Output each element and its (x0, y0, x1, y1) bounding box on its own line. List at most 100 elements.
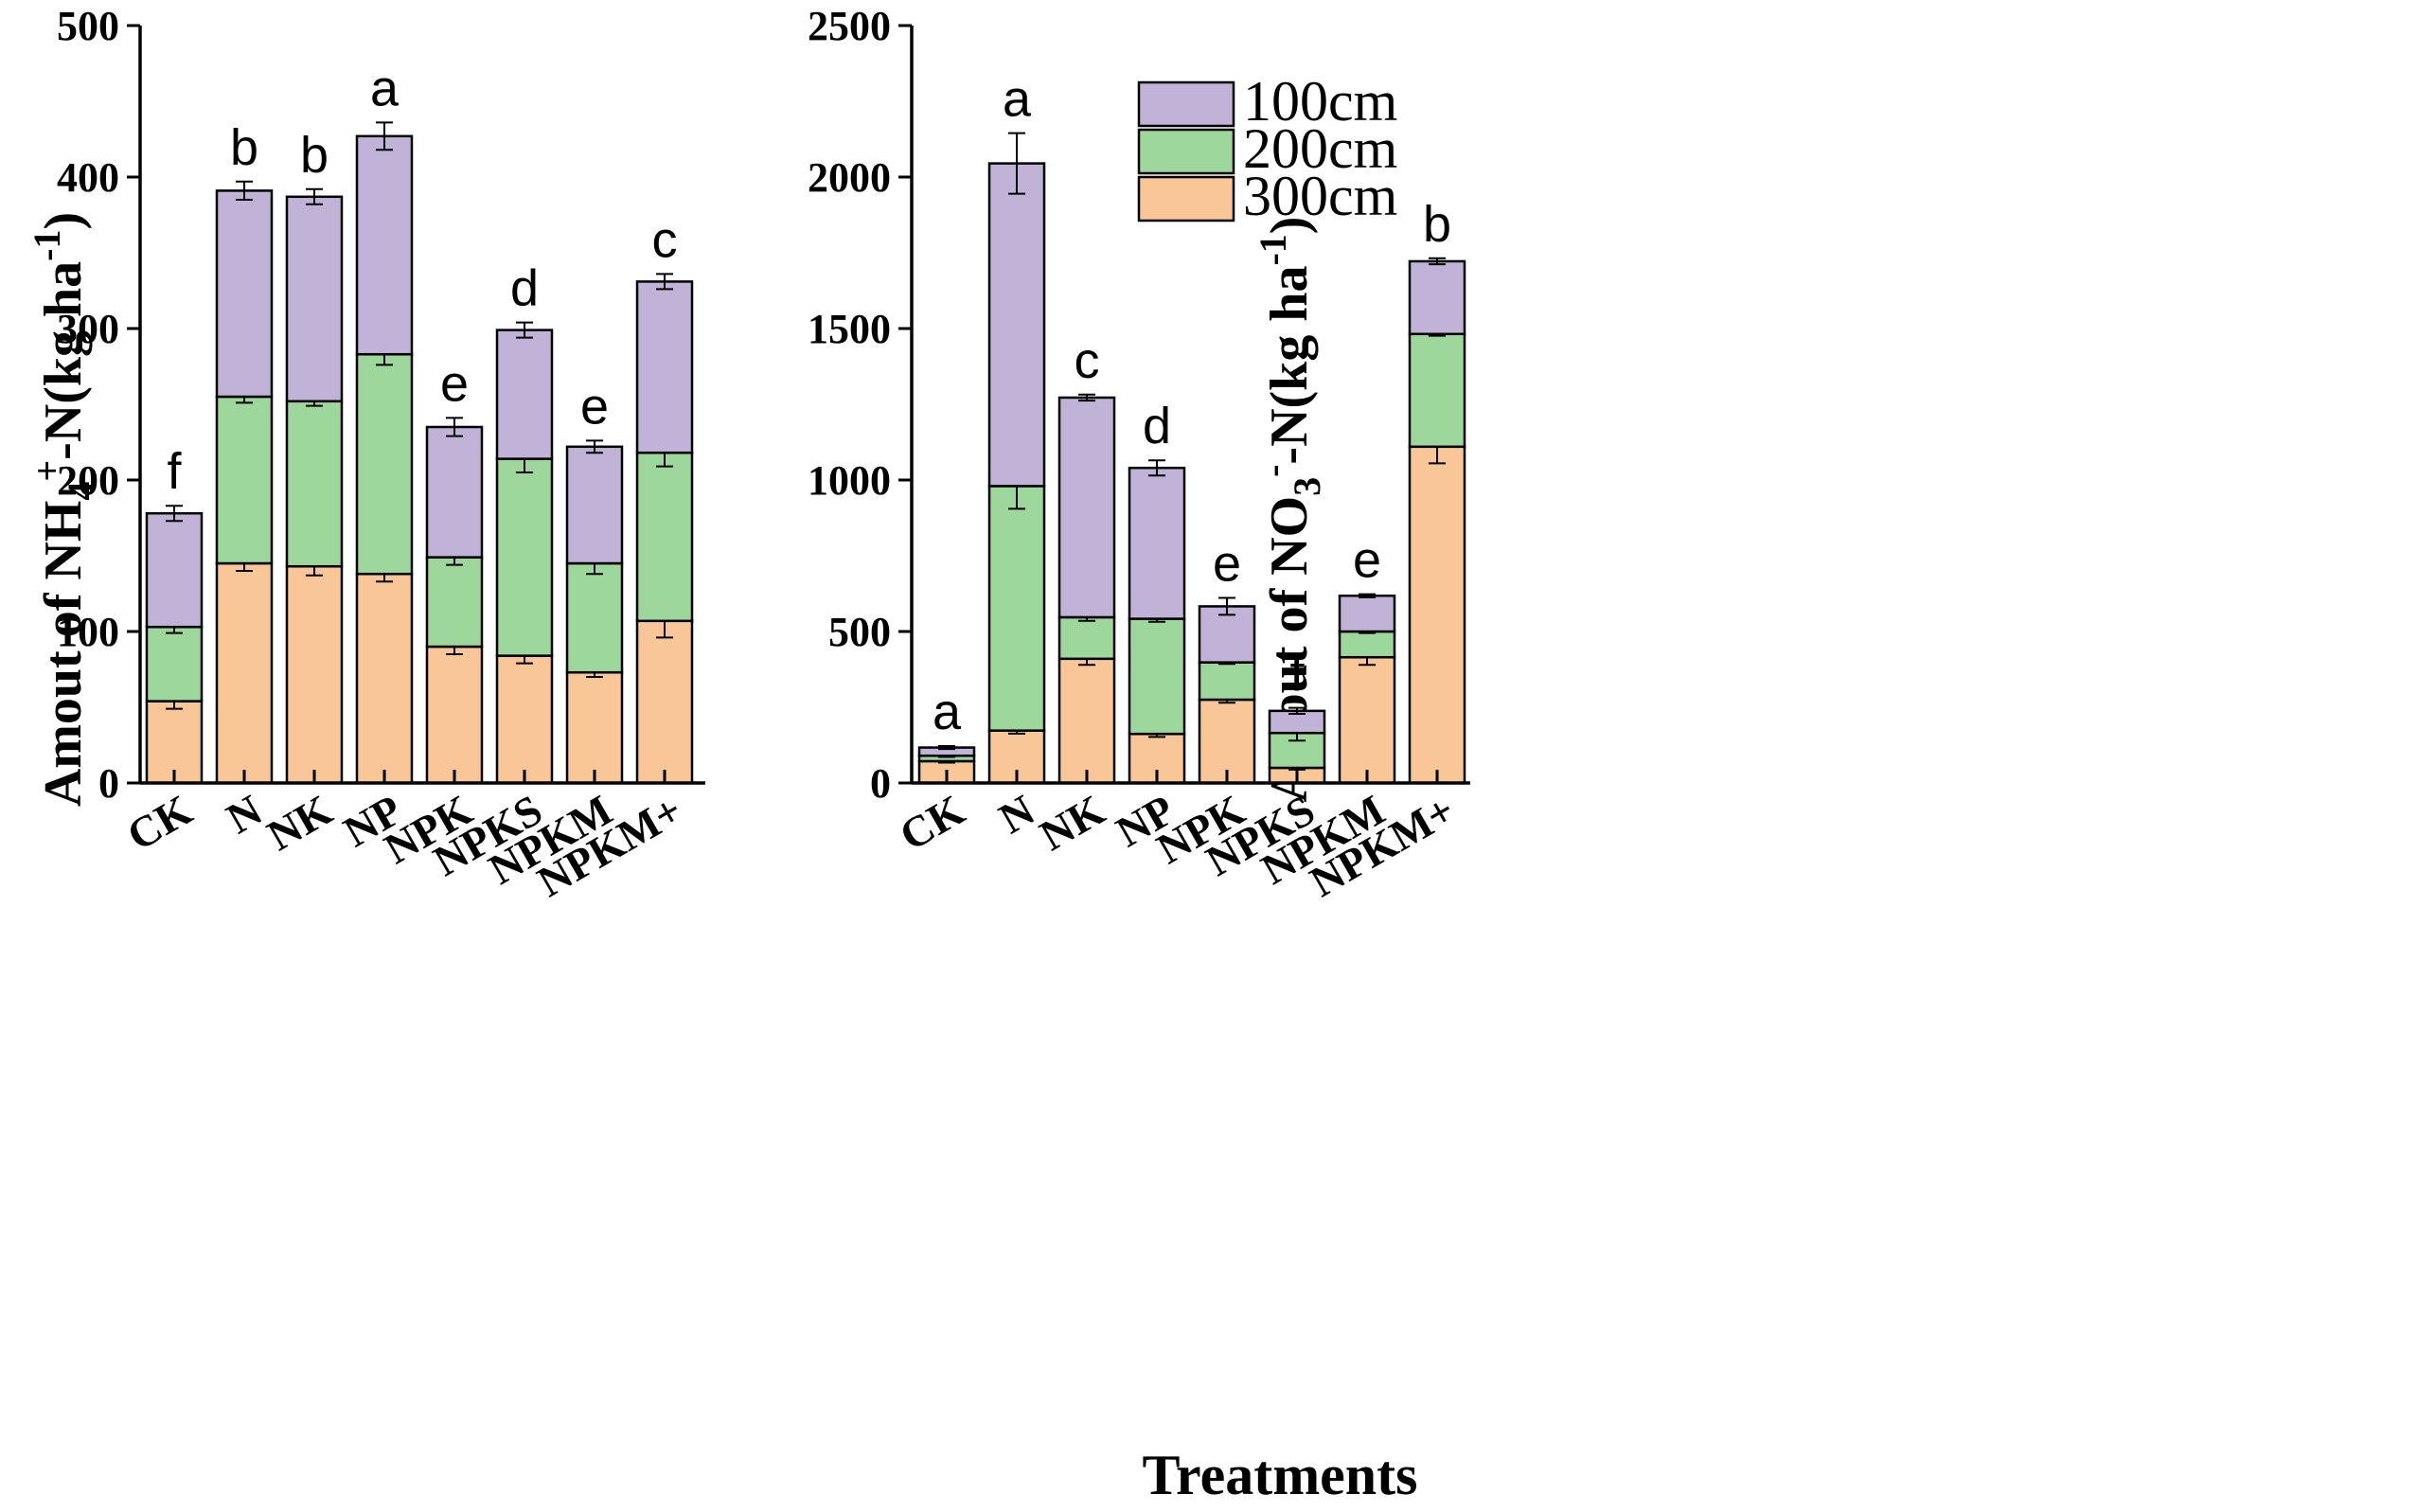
bar-segment-300cm (215, 561, 274, 785)
error-bar-100cm (166, 505, 183, 523)
bar-segment-100cm (1128, 466, 1186, 620)
x-tick-label: NK (259, 785, 340, 860)
bar-stack-ck (145, 505, 204, 785)
y-axis-label-nh4: Amout of NH4+-N(kg ha-1) (26, 212, 102, 807)
bar-stack-np (355, 121, 414, 785)
bar-segment-200cm (145, 625, 204, 703)
legend-item-300cm: 300cm (1137, 165, 1397, 227)
panel-nh4: Amout of NH4+-N(kg ha-1) 0 100 200 300 400 50… (26, 3, 705, 906)
y-tick-label: 1000 (808, 457, 891, 504)
bar-segment-200cm (1128, 617, 1186, 736)
significance-letter: d (1143, 398, 1171, 454)
error-bar-100cm (1008, 132, 1025, 195)
x-axis-label: Treatments (1142, 1444, 1417, 1506)
bars-nh4 (145, 121, 694, 785)
bar-segment-100cm (355, 134, 414, 356)
bar-segment-100cm (145, 511, 204, 629)
bar-segment-200cm (1338, 630, 1396, 659)
y-tick-label: 0 (870, 760, 891, 807)
y-tick-label: 500 (57, 3, 119, 49)
bar-segment-200cm (1198, 661, 1256, 702)
bar-segment-200cm (215, 395, 274, 565)
error-bar-100cm (1288, 706, 1306, 716)
significance-letter: b (300, 127, 329, 184)
bar-stack-n (987, 132, 1046, 785)
bar-stack-n (215, 180, 274, 785)
significance-letters-no3: a a cd efe b (933, 71, 1451, 740)
y-ticks-nh4: 0 100 200 300 400 500 (57, 3, 140, 807)
bar-segment-200cm (565, 561, 624, 674)
x-tick-label: CK (119, 785, 200, 860)
y-ticks-no3: 0 500 1000 1500 2000 2500 (808, 3, 912, 807)
bar-segment-200cm (355, 352, 414, 576)
error-bar-100cm (938, 744, 955, 751)
x-tick-label: N (219, 785, 270, 843)
bar-segment-200cm (1057, 615, 1116, 661)
bar-segment-100cm (635, 280, 694, 454)
bar-segment-300cm (145, 700, 204, 785)
significance-letter: e (440, 355, 469, 412)
axes-no3 (910, 26, 1470, 785)
bar-segment-200cm (1408, 332, 1466, 449)
error-bar-100cm (1429, 257, 1446, 266)
significance-letter: d (510, 260, 539, 317)
bar-segment-200cm (635, 451, 694, 623)
bar-segment-300cm (635, 619, 694, 785)
significance-letter: e (580, 378, 609, 435)
error-bar-100cm (236, 180, 253, 201)
bar-stack-np (1128, 459, 1186, 785)
y-tick-label: 400 (57, 154, 119, 201)
bar-stack-npkm-plus (635, 273, 694, 785)
bar-stack-npk (1198, 596, 1256, 785)
bar-segment-200cm (495, 457, 554, 657)
error-bar-100cm (446, 417, 463, 437)
legend-item-200cm: 200cm (1137, 117, 1397, 180)
bar-segment-100cm (1408, 259, 1466, 336)
bar-stack-npkm (565, 439, 624, 785)
bar-segment-100cm (495, 329, 554, 460)
bar-segment-300cm (285, 564, 344, 785)
error-bar-100cm (516, 321, 533, 339)
error-bar-100cm (656, 273, 673, 291)
significance-letter: b (230, 119, 258, 176)
error-bar-100cm (306, 187, 323, 205)
bar-segment-300cm (425, 645, 484, 785)
bar-segment-300cm (1338, 655, 1396, 785)
legend-label: 100cm (1243, 70, 1397, 133)
x-tick-label: CK (892, 785, 972, 860)
bar-stack-nk (1057, 393, 1116, 785)
bar-segment-200cm (987, 485, 1046, 732)
bars-no3 (917, 132, 1466, 785)
bar-segment-100cm (1338, 594, 1396, 633)
bar-stack-nk (285, 187, 344, 785)
bar-segment-100cm (215, 189, 274, 399)
bar-segment-200cm (285, 400, 344, 568)
error-bar-100cm (586, 439, 603, 454)
significance-letter: c (1075, 332, 1100, 389)
y-tick-label: 500 (828, 609, 891, 655)
y-tick-label: 2000 (808, 154, 891, 201)
significance-letter: f (1289, 646, 1305, 703)
legend-swatch (1137, 128, 1235, 175)
bar-segment-300cm (1057, 657, 1116, 785)
bar-stack-npkm (1338, 593, 1396, 785)
bar-segment-100cm (285, 195, 344, 403)
y-tick-label: 100 (57, 609, 119, 655)
legend-item-100cm: 100cm (1137, 70, 1397, 133)
legend-swatch (1137, 175, 1235, 222)
y-tick-label: 200 (57, 457, 119, 504)
error-bar-100cm (1359, 593, 1376, 598)
significance-letter: b (1423, 196, 1451, 253)
legend-label: 300cm (1243, 165, 1397, 227)
error-bar-100cm (376, 121, 393, 151)
bar-segment-200cm (425, 556, 484, 649)
significance-letter: f (167, 443, 182, 500)
legend-swatch (1137, 80, 1235, 128)
bar-segment-100cm (1057, 396, 1116, 619)
significance-letter: c (652, 211, 678, 268)
bar-segment-300cm (1408, 445, 1466, 785)
